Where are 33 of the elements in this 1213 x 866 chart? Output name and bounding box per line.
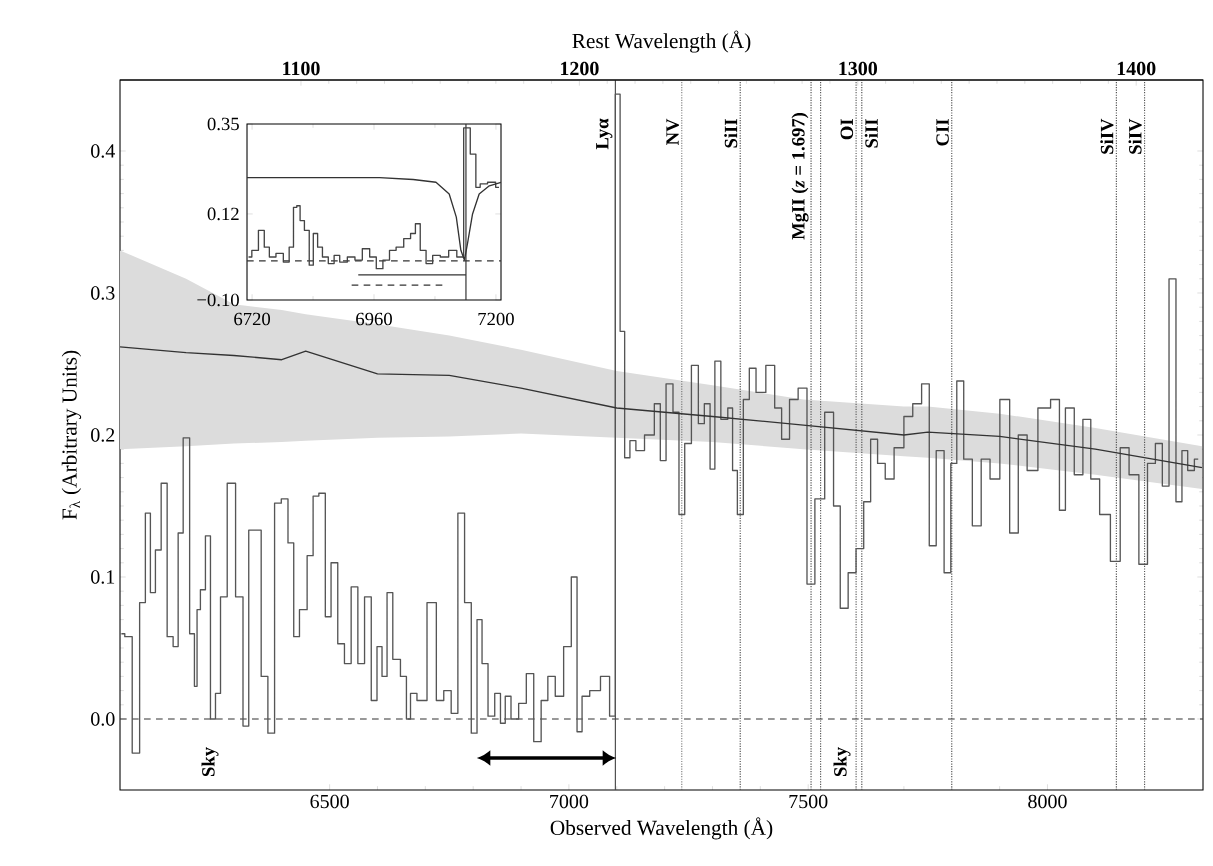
ref-line-label: SiII bbox=[724, 119, 738, 148]
x-tick-label: 6960 bbox=[356, 312, 392, 326]
ref-line-label: SiIV bbox=[1128, 118, 1142, 154]
y-tick-label: 0.3 bbox=[91, 286, 115, 300]
x-axis-title: Observed Wavelength (Å) bbox=[550, 817, 773, 840]
x2-axis-title: Rest Wavelength (Å) bbox=[572, 30, 751, 53]
y-tick-label: −0.10 bbox=[197, 293, 239, 307]
x2-tick-label: 1200 bbox=[560, 61, 599, 76]
x2-tick-label: 1400 bbox=[1117, 61, 1156, 76]
y-axis-title: F$_{λ}$ (Arbitrary Units) bbox=[61, 350, 82, 520]
x-tick-label: 7500 bbox=[789, 794, 828, 809]
y-tick-label: 0.35 bbox=[207, 117, 239, 131]
ref-line-label: NV bbox=[666, 118, 679, 146]
y-tick-label: 0.2 bbox=[91, 428, 115, 442]
x-tick-label: 6720 bbox=[234, 312, 271, 326]
annotation: Sky bbox=[833, 747, 851, 777]
ref-line-label: Lyα bbox=[596, 118, 613, 150]
ref-line-label: SiII bbox=[864, 119, 878, 148]
x2-tick-label: 1100 bbox=[283, 61, 320, 76]
x2-tick-label: 1300 bbox=[839, 61, 878, 76]
y-tick-label: 0.12 bbox=[207, 207, 239, 221]
x-tick-label: 7200 bbox=[478, 312, 514, 326]
ref-line-label: OI bbox=[840, 119, 854, 140]
x-tick-label: 6500 bbox=[310, 794, 349, 809]
y-tick-label: 0.4 bbox=[91, 144, 115, 158]
annotation: MgII (z = 1.697) bbox=[791, 112, 809, 240]
y-tick-label: 0.1 bbox=[91, 570, 115, 584]
x-tick-label: 8000 bbox=[1028, 794, 1067, 809]
ref-line-label: CII bbox=[936, 119, 949, 146]
ref-line-label: SiIV bbox=[1100, 118, 1114, 154]
y-tick-label: 0.0 bbox=[91, 712, 115, 726]
x-tick-label: 7000 bbox=[550, 794, 589, 809]
annotation: Sky bbox=[201, 747, 219, 777]
